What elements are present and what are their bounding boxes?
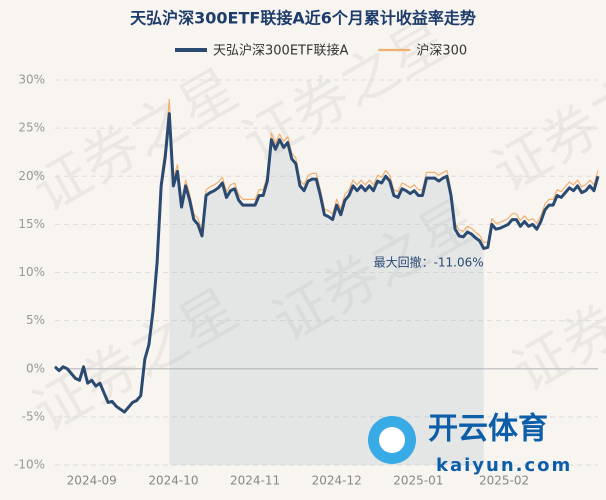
- annotation: 最大回撤：-11.06%: [374, 254, 484, 269]
- legend-label: 沪深300: [416, 43, 467, 59]
- y-tick-label: 20%: [18, 169, 45, 183]
- logo-mark: [379, 427, 405, 453]
- y-tick-label: 25%: [18, 121, 45, 135]
- x-tick-label: 2024-12: [312, 474, 362, 488]
- logo-name: 开云体育: [428, 412, 548, 447]
- logo-domain: kaiyun.com: [436, 455, 572, 476]
- y-tick-label: 0%: [26, 361, 45, 375]
- legend-label: 天弘沪深300ETF联接A: [213, 43, 348, 59]
- y-tick-label: 30%: [18, 73, 45, 87]
- x-tick-label: 2025-01: [393, 474, 443, 488]
- x-tick-label: 2024-11: [230, 474, 280, 488]
- y-tick-label: 15%: [18, 217, 45, 231]
- y-tick-label: -5%: [22, 409, 45, 423]
- x-tick-label: 2024-09: [67, 474, 117, 488]
- x-tick-label: 2024-10: [148, 474, 198, 488]
- y-tick-label: -10%: [14, 458, 45, 472]
- drawdown-area: [169, 113, 484, 465]
- y-tick-label: 5%: [26, 313, 45, 327]
- x-tick-label: 2025-02: [479, 474, 529, 488]
- series-line: [53, 112, 600, 414]
- y-tick-label: 10%: [18, 265, 45, 279]
- chart-title: 天弘沪深300ETF联接A近6个月累计收益率走势: [130, 9, 476, 28]
